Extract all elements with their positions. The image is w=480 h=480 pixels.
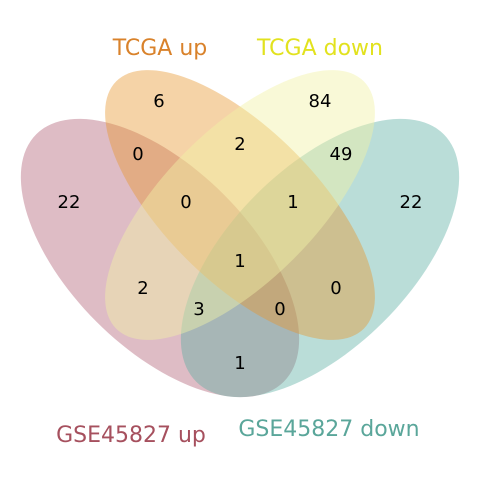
count-tcga-down-gse-up-gse-down: 3	[193, 299, 204, 320]
count-gse-up-gse-down: 1	[234, 353, 245, 374]
set-gse45827-down-ellipse	[180, 118, 460, 398]
count-gse-down-only: 22	[400, 192, 423, 213]
count-gse-up-only: 22	[58, 192, 81, 213]
count-tcga-up-only: 6	[153, 91, 164, 112]
label-gse45827-down: GSE45827 down	[238, 417, 419, 442]
count-tcga-up-tcga-down: 2	[234, 134, 245, 155]
count-tcga-up-tcga-down-gse-down: 1	[287, 192, 298, 213]
count-tcga-up-gse-down: 0	[330, 278, 341, 299]
label-gse45827-up: GSE45827 up	[56, 423, 206, 448]
count-tcga-down-only: 84	[309, 91, 332, 112]
label-tcga-down: TCGA down	[256, 36, 383, 61]
set-tcga-up-ellipse	[105, 70, 375, 340]
count-tcga-up-gse-up: 0	[132, 144, 143, 165]
label-tcga-up: TCGA up	[112, 36, 208, 61]
set-tcga-down-ellipse	[105, 70, 375, 340]
count-tcga-down-gse-down: 49	[330, 144, 353, 165]
count-all-four: 1	[234, 251, 245, 272]
count-tcga-up-tcga-down-gse-up: 0	[180, 192, 191, 213]
count-tcga-down-gse-up: 2	[137, 278, 148, 299]
set-gse45827-up-ellipse	[20, 118, 300, 398]
count-tcga-up-gse-up-gse-down: 0	[274, 299, 285, 320]
